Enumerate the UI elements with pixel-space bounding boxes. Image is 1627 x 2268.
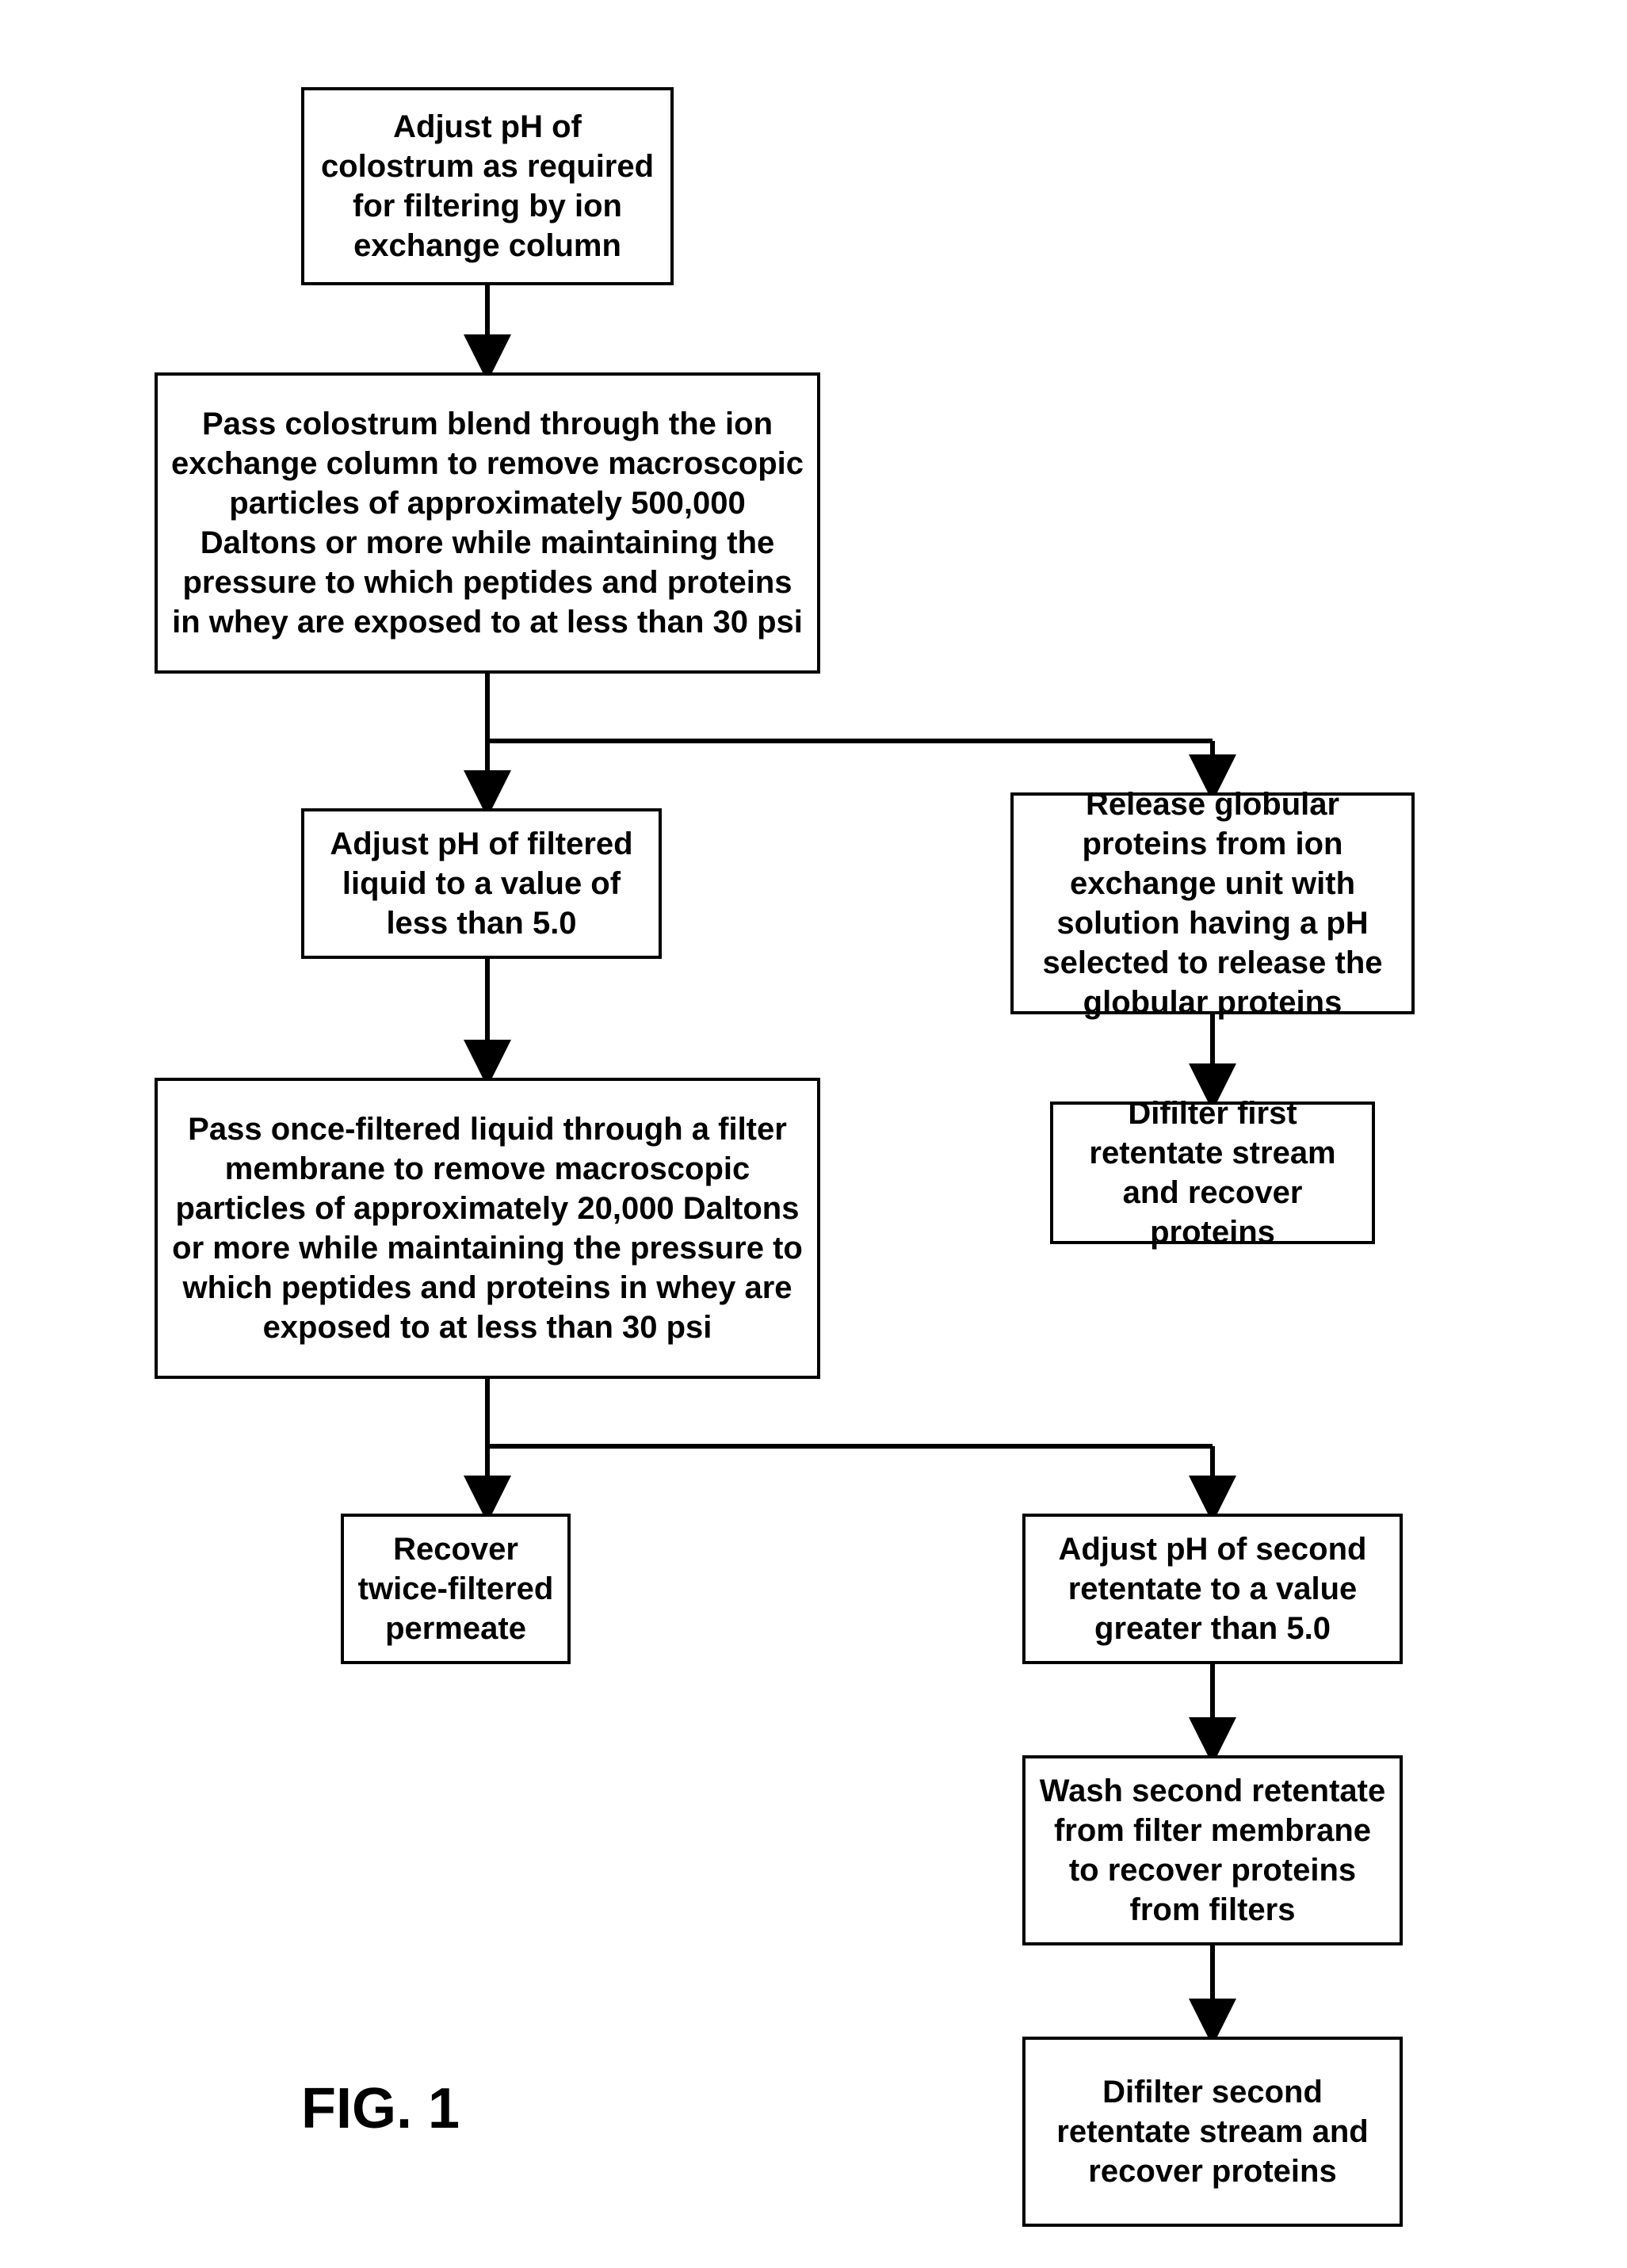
flowchart-node: Adjust pH of filtered liquid to a value … [301,808,662,959]
flowchart-node: Adjust pH of colostrum as required for f… [301,87,674,285]
flowchart-node: Adjust pH of second retentate to a value… [1022,1514,1403,1664]
flowchart-node-text: Difilter second retentate stream and rec… [1038,2072,1387,2191]
flowchart-node-text: Release globular proteins from ion excha… [1026,785,1399,1022]
flowchart-node: Release globular proteins from ion excha… [1010,792,1415,1014]
flowchart-node: Pass colostrum blend through the ion exc… [155,372,820,674]
flowchart-edge [487,674,1213,741]
flowchart-node-text: Pass colostrum blend through the ion exc… [170,404,804,642]
flowchart-node-text: Adjust pH of filtered liquid to a value … [317,824,646,943]
flowchart-canvas: Adjust pH of colostrum as required for f… [0,0,1627,2268]
flowchart-node-text: Pass once-filtered liquid through a filt… [170,1109,804,1347]
flowchart-node-text: Difilter first retentate stream and reco… [1066,1094,1359,1252]
flowchart-node-text: Recover twice-filtered permeate [357,1529,555,1648]
flowchart-node-text: Adjust pH of colostrum as required for f… [317,107,658,265]
flowchart-node: Difilter second retentate stream and rec… [1022,2037,1403,2227]
flowchart-node: Recover twice-filtered permeate [341,1514,571,1664]
flowchart-node: Difilter first retentate stream and reco… [1050,1102,1375,1244]
figure-label: FIG. 1 [301,2076,460,2141]
flowchart-node-text: Adjust pH of second retentate to a value… [1038,1529,1387,1648]
flowchart-node: Pass once-filtered liquid through a filt… [155,1078,820,1379]
flowchart-node-text: Wash second retentate from filter membra… [1038,1771,1387,1930]
flowchart-node: Wash second retentate from filter membra… [1022,1755,1403,1945]
flowchart-edge [487,1379,1213,1446]
